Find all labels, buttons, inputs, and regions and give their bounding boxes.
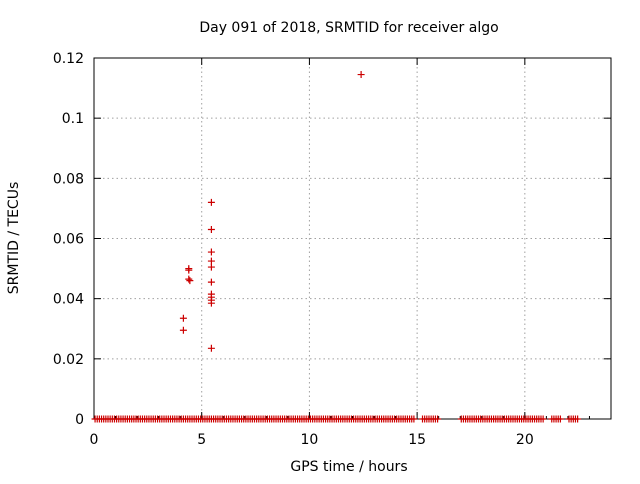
data-point [186, 277, 194, 285]
data-point [207, 344, 215, 352]
data-point [185, 266, 193, 274]
y-tick-label: 0.08 [53, 171, 84, 187]
x-tick-label: 20 [516, 432, 534, 448]
data-point [179, 314, 187, 322]
zero-data-point [434, 415, 442, 423]
data-point [207, 198, 215, 206]
tick-layer: 0 0.02 0.04 0.06 0.08 0.1 0.12 0 5 10 15 20 [53, 51, 612, 448]
data-point [207, 263, 215, 271]
x-tick-label: 15 [408, 432, 426, 448]
x-tick-label: 0 [90, 432, 99, 448]
y-axis-label: SRMTID / TECUs [6, 182, 22, 295]
data-point [207, 299, 215, 307]
y-tick-label: 0.02 [53, 352, 84, 368]
zero-data-point [574, 415, 582, 423]
zero-data-point [539, 415, 547, 423]
chart-title: Day 091 of 2018, SRMTID for receiver alg… [199, 20, 498, 36]
x-axis-label: GPS time / hours [290, 459, 407, 475]
data-point [185, 275, 193, 283]
zero-data-point [410, 415, 418, 423]
y-tick-label: 0.06 [53, 232, 84, 248]
data-point [207, 278, 215, 286]
data-point [179, 326, 187, 334]
data-point [207, 225, 215, 233]
data-point [357, 71, 365, 79]
y-tick-label: 0.1 [62, 111, 84, 127]
point-layer [91, 71, 582, 423]
data-point [207, 257, 215, 265]
data-point [207, 248, 215, 256]
x-tick-label: 5 [197, 432, 206, 448]
x-tick-label: 10 [301, 432, 319, 448]
y-tick-label: 0 [75, 412, 84, 428]
zero-data-point [556, 415, 564, 423]
y-tick-label: 0.12 [53, 51, 84, 67]
y-tick-label: 0.04 [53, 292, 84, 308]
grid-layer [94, 58, 611, 419]
